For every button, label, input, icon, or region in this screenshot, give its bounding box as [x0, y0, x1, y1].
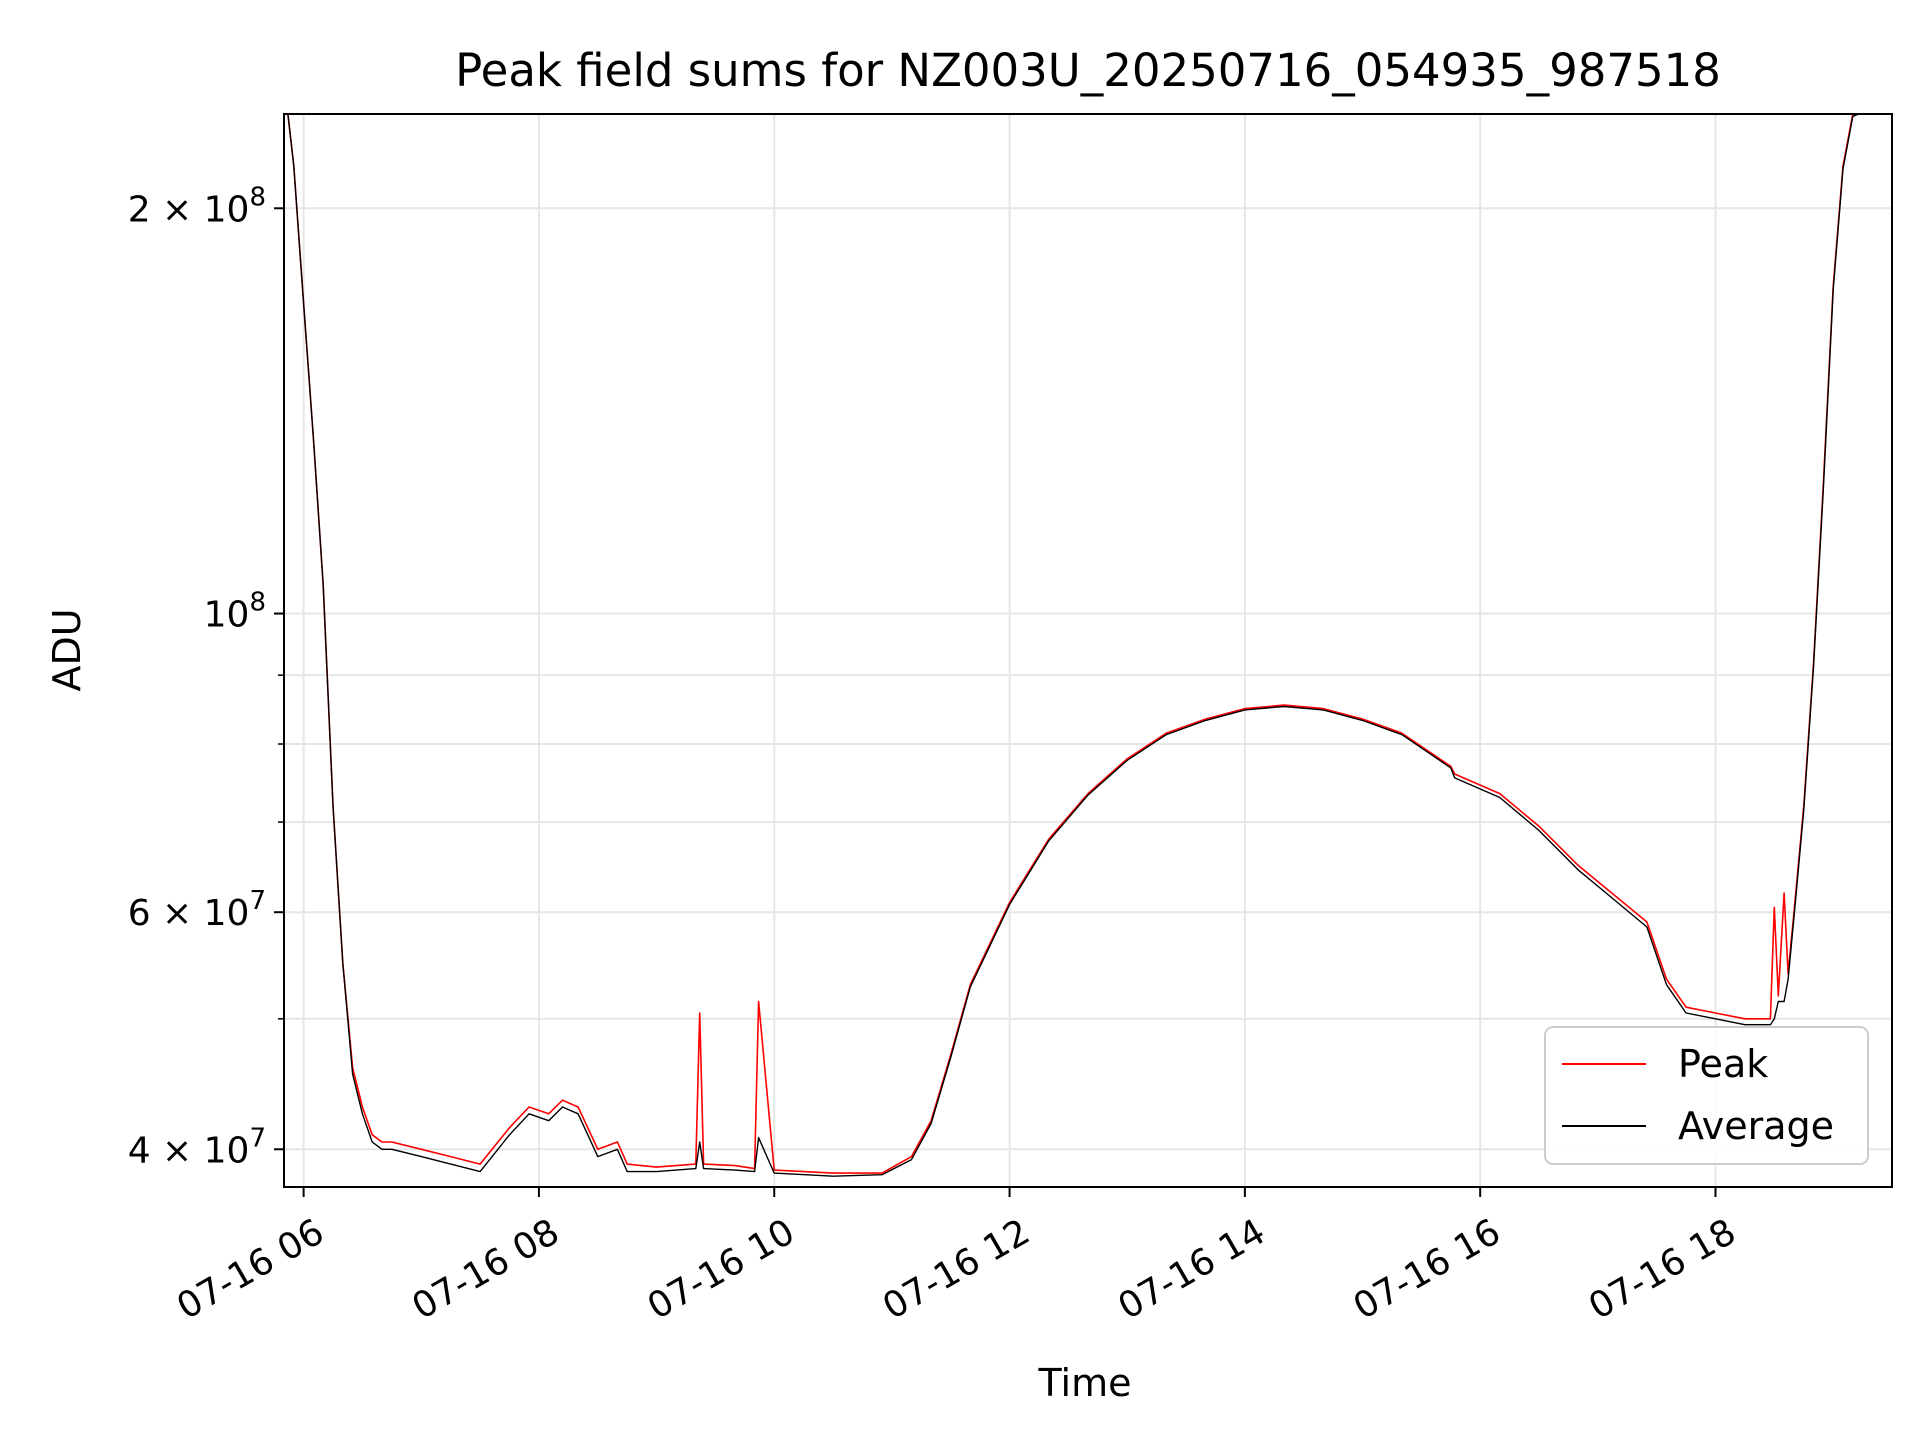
y-tick-label: 108: [204, 588, 266, 636]
y-tick-label: 4 × 107: [128, 1123, 266, 1171]
y-tick-label: 2 × 108: [128, 182, 266, 230]
legend-peak-label: Peak: [1678, 1042, 1768, 1086]
series-line-average: [284, 113, 1859, 1177]
chart-title: Peak field sums for NZ003U_20250716_0549…: [455, 44, 1721, 97]
legend: Peak Average: [1544, 1026, 1869, 1165]
plot-frame: [283, 113, 1893, 1188]
x-axis-label: Time: [1038, 1361, 1132, 1405]
legend-box: [1544, 1026, 1869, 1165]
y-tick-label: 6 × 107: [128, 886, 266, 934]
series-lines: [284, 113, 1859, 1177]
y-axis-label: ADU: [45, 608, 89, 691]
grid-lines: [284, 114, 1892, 1187]
legend-average-label: Average: [1678, 1104, 1834, 1148]
